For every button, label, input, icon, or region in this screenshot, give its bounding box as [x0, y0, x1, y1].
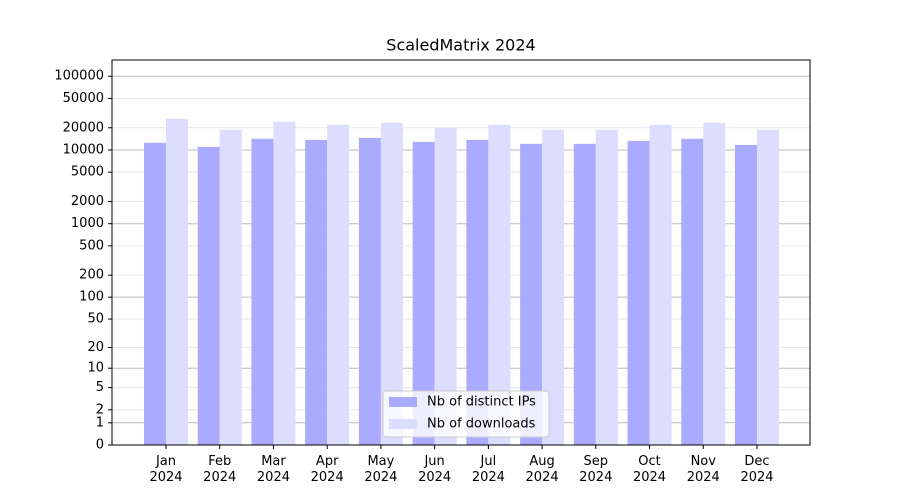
legend-label: Nb of distinct IPs	[427, 395, 536, 410]
y-tick-label: 0	[96, 438, 104, 453]
y-tick-label: 500	[79, 238, 104, 253]
bar	[573, 143, 596, 445]
legend-swatch	[389, 397, 417, 407]
y-tick-label: 50000	[63, 91, 104, 106]
y-tick-label: 5000	[71, 165, 104, 180]
legend-box	[382, 390, 550, 438]
x-tick-label: Apr 2024	[311, 454, 344, 485]
y-tick-label: 100000	[54, 69, 104, 84]
plot-frame	[111, 59, 811, 446]
bar	[649, 124, 672, 445]
bar	[542, 129, 565, 445]
y-tick-label: 1000	[71, 216, 104, 231]
y-tick-label: 10000	[63, 142, 104, 157]
bar	[358, 137, 381, 446]
x-tick-label: Oct 2024	[633, 454, 666, 485]
y-tick-label: 100	[79, 290, 104, 305]
y-tick-label: 1	[96, 415, 104, 430]
y-tick-label: 20	[87, 340, 104, 355]
bar	[703, 122, 726, 445]
x-tick-label: Nov 2024	[687, 454, 720, 485]
bar	[434, 127, 457, 445]
y-tick-label: 200	[79, 268, 104, 283]
legend-label: Nb of downloads	[427, 417, 536, 432]
bar	[412, 141, 435, 446]
y-tick-label: 50	[87, 312, 104, 327]
bar	[520, 143, 543, 445]
x-tick-label: May 2024	[364, 454, 397, 485]
bar	[466, 139, 489, 445]
legend-swatch	[389, 419, 417, 429]
bar	[488, 124, 511, 445]
bar	[219, 129, 242, 445]
bar	[166, 118, 188, 445]
x-tick-label: Sep 2024	[579, 454, 612, 485]
bar	[251, 138, 274, 445]
bar	[757, 129, 779, 445]
x-tick-label: Mar 2024	[257, 454, 290, 485]
x-tick-label: Jul 2024	[472, 454, 505, 485]
y-tick-label: 2	[96, 402, 104, 417]
bar	[144, 142, 166, 446]
bar	[380, 122, 403, 445]
bar	[681, 138, 704, 445]
y-tick-label: 5	[96, 380, 104, 395]
bar	[305, 139, 328, 445]
bar	[735, 144, 757, 445]
x-tick-label: Jun 2024	[418, 454, 451, 485]
x-tick-label: Dec 2024	[740, 454, 773, 485]
y-tick-label: 10	[87, 361, 104, 376]
x-tick-label: Jan 2024	[149, 454, 182, 485]
y-tick-label: 2000	[71, 194, 104, 209]
bar	[197, 146, 220, 446]
x-tick-label: Aug 2024	[526, 454, 559, 485]
bar	[627, 140, 650, 446]
chart-title: ScaledMatrix 2024	[386, 36, 535, 55]
bar	[273, 121, 296, 445]
x-tick-label: Feb 2024	[203, 454, 236, 485]
bar	[595, 129, 618, 445]
bar	[327, 124, 350, 445]
y-tick-label: 20000	[63, 120, 104, 135]
